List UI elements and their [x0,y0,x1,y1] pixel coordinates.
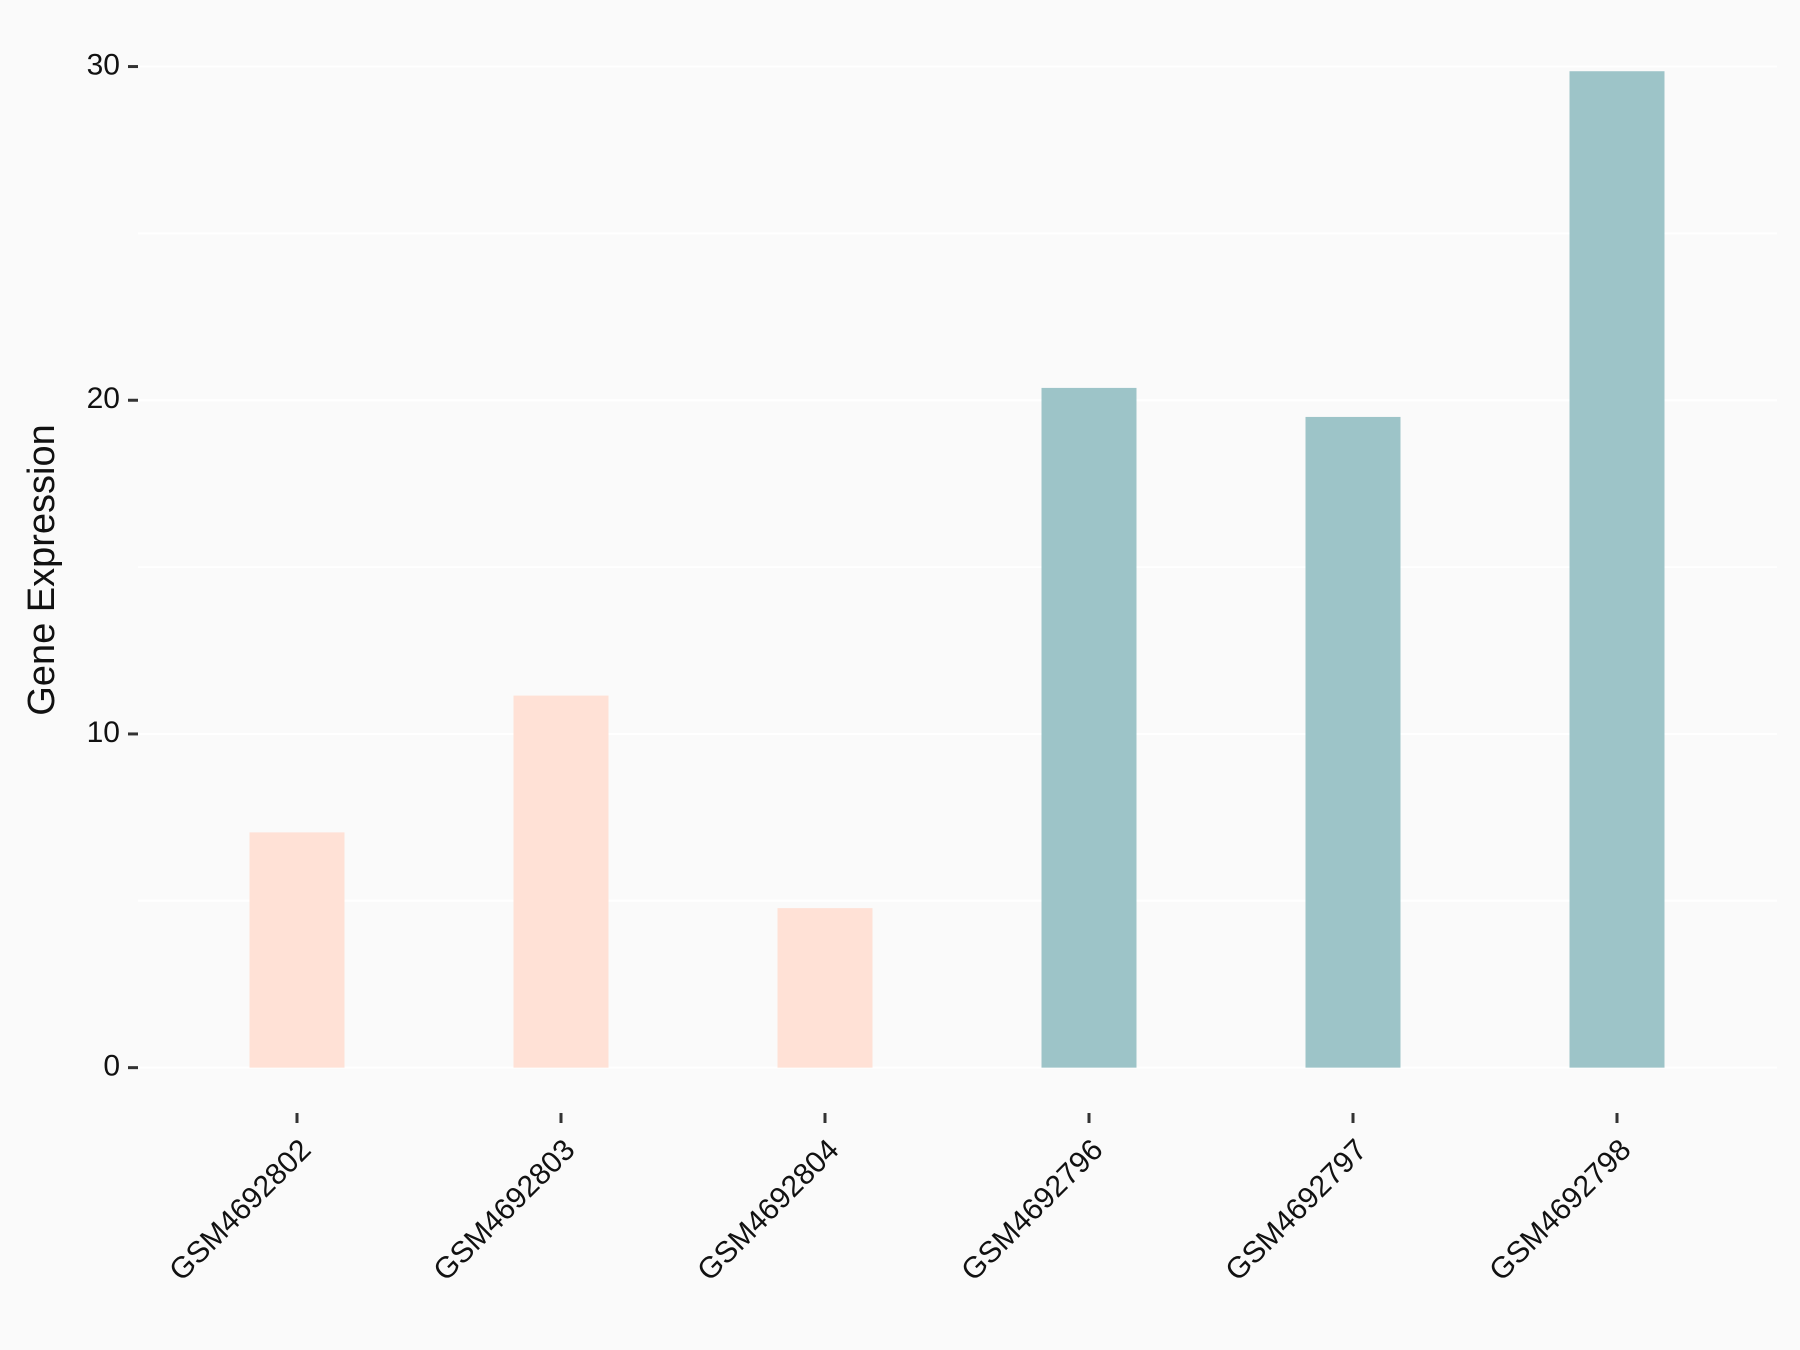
bar [777,908,873,1068]
y-tick-label: 10 [87,716,120,749]
y-axis-title: Gene Expression [21,424,63,716]
y-tick-label: 0 [103,1050,120,1083]
bar [1041,387,1137,1068]
bar [513,695,609,1068]
y-tick-label: 20 [87,382,120,415]
bar [1305,416,1401,1068]
bar [249,832,345,1068]
y-tick-label: 30 [87,48,120,81]
bar [1569,71,1665,1068]
